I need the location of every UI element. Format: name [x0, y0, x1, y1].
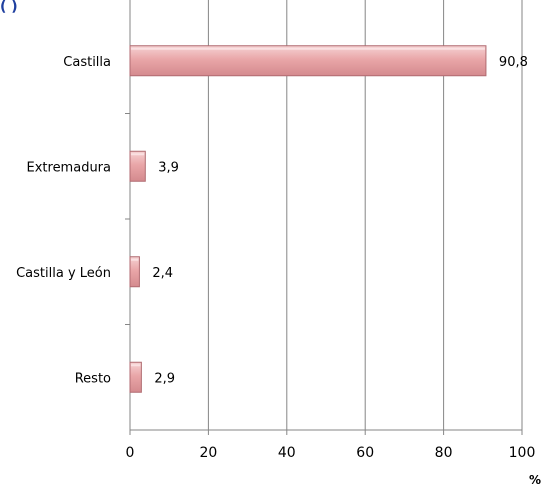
labels: 0 20 40 60 80 100 Castilla 90,8 Extremadura 3,9 Ca…	[16, 55, 535, 461]
bar	[129, 361, 142, 393]
x-tick-label: 40	[278, 445, 296, 461]
category-label: Castilla	[63, 55, 111, 70]
data-label: 90,8	[499, 55, 528, 70]
bar	[129, 45, 487, 77]
bars	[129, 45, 487, 393]
bar	[129, 256, 140, 288]
data-label: 2,4	[152, 266, 173, 281]
category-label: Resto	[75, 371, 111, 386]
category-label: Extremadura	[27, 160, 112, 175]
data-label: 3,9	[158, 160, 179, 175]
x-tick-label: 80	[435, 445, 453, 461]
header-fragment: ( )	[0, 0, 18, 15]
data-label: 2,9	[154, 371, 175, 386]
bar	[129, 150, 146, 182]
x-tick-label: 20	[199, 445, 217, 461]
x-tick-label: 60	[356, 445, 374, 461]
x-axis-unit: %	[529, 473, 541, 487]
x-tick-label: 0	[126, 445, 135, 461]
x-tick-label: 100	[509, 445, 536, 461]
category-label: Castilla y León	[16, 266, 111, 281]
